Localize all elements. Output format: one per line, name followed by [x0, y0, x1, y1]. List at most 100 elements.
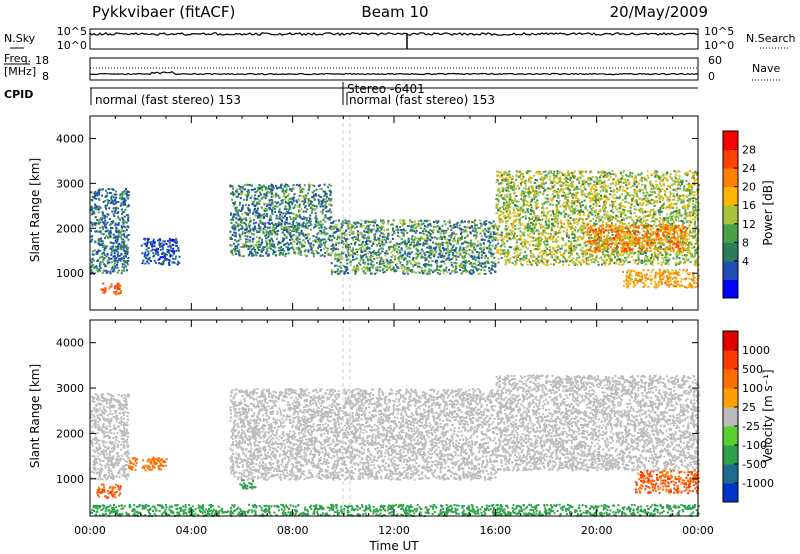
power-echo-cell-0 — [97, 270, 100, 273]
power-echo-cell-4 — [396, 234, 399, 237]
power-echo-cell-5 — [650, 203, 653, 205]
power-echo-cell-4 — [378, 237, 381, 240]
power-echo-cell-5 — [621, 259, 624, 262]
power-echo-cell-3 — [307, 201, 310, 204]
power-echo-cell-0 — [114, 224, 117, 227]
power-echo-cell-5 — [540, 214, 543, 217]
power-echo-cell-3 — [229, 185, 232, 188]
power-echo-cell-0 — [107, 213, 110, 216]
power-echo-cell-4 — [339, 228, 342, 231]
power-echo-cell-5 — [663, 177, 666, 180]
power-echo-cell-3 — [232, 187, 235, 190]
power-echo-cell-5 — [570, 251, 572, 253]
power-echo-cell-0 — [94, 193, 97, 196]
power-echo-cell-4 — [418, 262, 421, 265]
power-echo-cell-5 — [541, 205, 544, 208]
power-echo-cell-4 — [453, 254, 456, 257]
power-echo-cell-5 — [535, 257, 538, 260]
power-echo-cell-3 — [286, 210, 289, 213]
power-echo-cell-3 — [307, 233, 310, 236]
power-echo-cell-3 — [315, 220, 317, 223]
power-echo-cell-4 — [399, 219, 402, 222]
power-echo-cell-3 — [263, 224, 266, 227]
power-echo-cell-5 — [517, 227, 520, 230]
power-echo-cell-4 — [463, 257, 466, 260]
power-echo-cell-0 — [115, 226, 118, 229]
power-echo-cell-3 — [268, 199, 271, 202]
power-echo-cell-5 — [589, 220, 592, 223]
power-echo-cell-5 — [552, 213, 555, 216]
power-echo-cell-0 — [126, 269, 128, 272]
power-echo-cell-3 — [297, 227, 300, 230]
power-echo-cell-3 — [271, 210, 274, 213]
power-echo-cell-4 — [434, 242, 437, 245]
power-echo-cell-5 — [667, 205, 670, 207]
power-echo-cell-3 — [268, 246, 271, 249]
power-echo-cell-4 — [471, 265, 474, 268]
power-echo-cell-0 — [120, 244, 123, 247]
power-echo-cell-4 — [471, 251, 474, 254]
power-echo-cell-4 — [493, 228, 496, 230]
power-echo-cell-3 — [259, 254, 262, 257]
power-echo-cell-5 — [678, 177, 681, 180]
power-echo-cell-5 — [558, 171, 561, 174]
power-echo-cell-3 — [297, 240, 300, 243]
power-echo-cell-4 — [343, 236, 346, 239]
power-echo-cell-0 — [91, 210, 94, 213]
power-echo-cell-4 — [477, 264, 480, 267]
power-echo-cell-2 — [147, 250, 150, 253]
power-echo-cell-4 — [438, 253, 441, 255]
power-echo-cell-3 — [258, 216, 261, 219]
power-echo-cell-0 — [120, 253, 123, 256]
power-echo-cell-0 — [109, 270, 112, 273]
power-echo-cell-2 — [161, 253, 163, 255]
power-echo-cell-2 — [174, 257, 177, 260]
power-echo-cell-5 — [511, 187, 514, 190]
power-echo-cell-4 — [333, 225, 336, 228]
power-echo-cell-3 — [314, 239, 317, 242]
power-echo-cell-1 — [102, 282, 105, 285]
power-echo-cell-5 — [615, 208, 618, 211]
power-echo-cell-3 — [273, 251, 276, 254]
power-echo-cell-5 — [503, 214, 506, 217]
power-echo-cell-2 — [163, 260, 165, 262]
power-echo-cell-4 — [440, 232, 443, 235]
power-echo-cell-0 — [123, 233, 125, 236]
power-echo-cell-4 — [424, 242, 427, 245]
power-echo-cell-5 — [535, 195, 538, 198]
power-echo-cell-0 — [123, 235, 126, 238]
power-echo-cell-4 — [415, 229, 418, 232]
power-echo-cell-5 — [666, 252, 669, 255]
power-echo-cell-3 — [287, 193, 290, 196]
power-echo-cell-5 — [668, 206, 671, 209]
power-echo-cell-5 — [619, 260, 622, 263]
power-echo-cell-4 — [428, 270, 431, 273]
power-echo-cell-0 — [114, 245, 117, 248]
power-echo-cell-3 — [269, 190, 272, 193]
power-echo-cell-0 — [117, 216, 120, 219]
power-echo-cell-0 — [122, 248, 125, 251]
power-echo-cell-3 — [312, 244, 315, 246]
power-echo-cell-3 — [237, 218, 240, 221]
power-echo-cell-0 — [105, 230, 108, 233]
power-echo-cell-5 — [633, 180, 636, 183]
power-echo-cell-3 — [315, 206, 318, 209]
power-echo-cell-4 — [433, 253, 435, 256]
power-echo-cell-0 — [123, 215, 126, 218]
power-echo-cell-0 — [111, 245, 114, 248]
power-echo-cell-3 — [279, 242, 282, 244]
power-echo-cell-3 — [254, 228, 257, 230]
power-echo-cell-3 — [271, 243, 274, 246]
power-echo-cell-3 — [261, 196, 264, 199]
power-echo-cell-4 — [374, 267, 377, 269]
power-echo-cell-4 — [417, 254, 420, 257]
power-echo-cell-4 — [484, 265, 487, 268]
power-echo-cell-3 — [268, 226, 271, 229]
power-echo-cell-3 — [290, 198, 293, 201]
power-echo-cell-4 — [347, 272, 349, 275]
power-echo-cell-4 — [494, 236, 497, 239]
power-echo-cell-2 — [144, 262, 147, 265]
power-echo-cell-4 — [358, 248, 361, 251]
power-echo-cell-3 — [231, 191, 234, 194]
power-echo-cell-4 — [361, 250, 364, 253]
